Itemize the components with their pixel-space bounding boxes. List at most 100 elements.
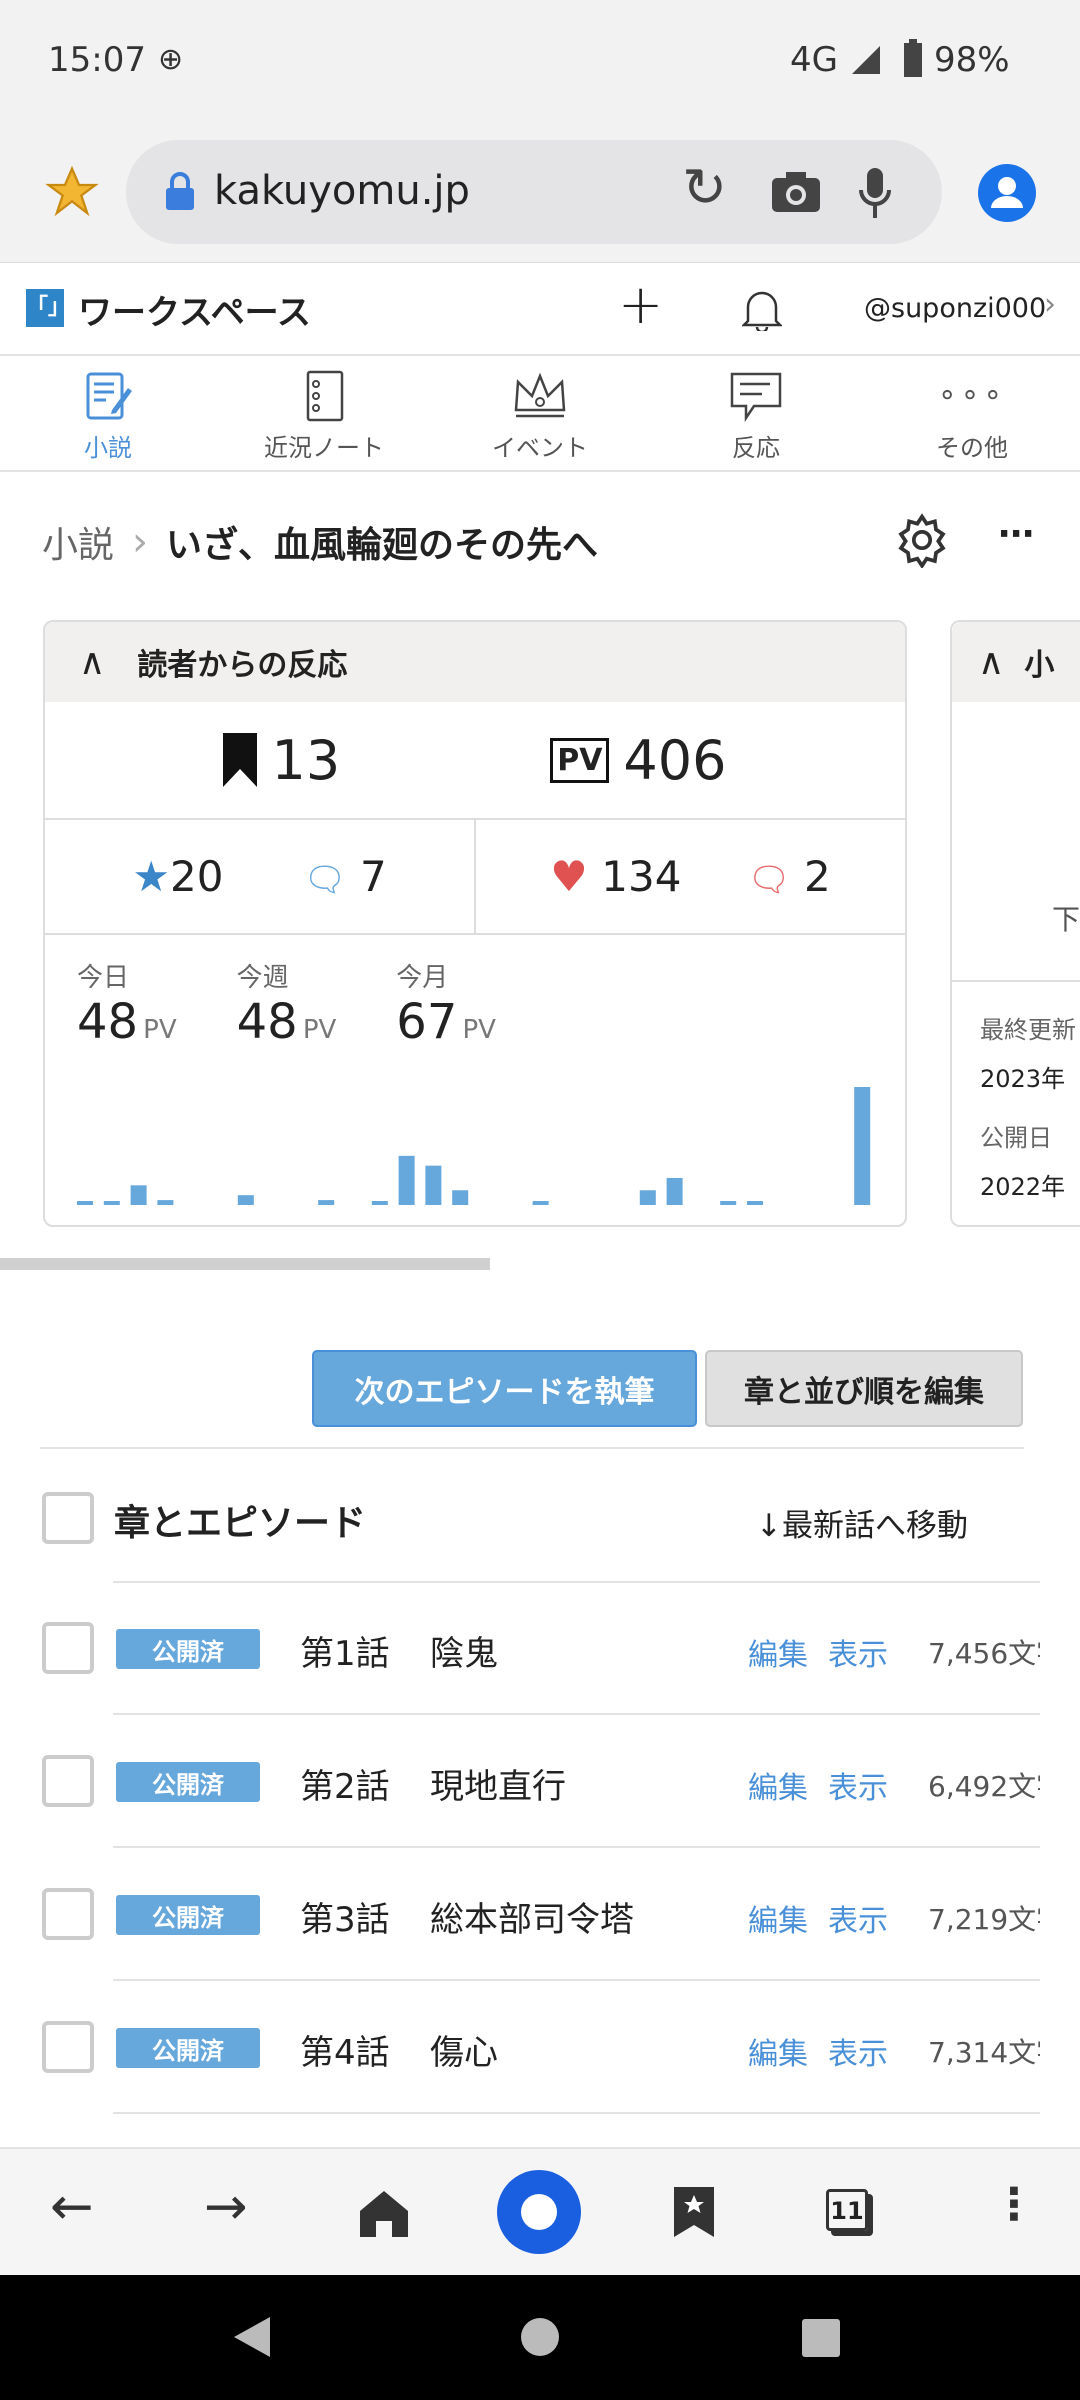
kakuyomu-logo[interactable]: 「」 — [26, 289, 70, 327]
episode-checkbox[interactable] — [42, 1888, 94, 1940]
pv-bar — [854, 1087, 871, 1205]
pv-bar — [318, 1200, 335, 1205]
add-icon[interactable]: + — [618, 273, 664, 336]
reload-icon[interactable]: ↻ — [682, 156, 728, 219]
nav-notes[interactable]: 近況ノート — [216, 356, 432, 470]
system-nav-bar — [0, 2275, 1080, 2400]
episode-checkbox[interactable] — [42, 1622, 94, 1674]
nav-more[interactable]: ∘∘∘ その他 — [864, 356, 1080, 470]
episode-title[interactable]: 現地直行 — [430, 1767, 566, 1807]
system-recents-icon[interactable] — [802, 2319, 840, 2357]
view-link[interactable]: 表示 — [828, 1904, 888, 1939]
microphone-icon[interactable] — [858, 166, 892, 220]
edit-link[interactable]: 編集 — [748, 2037, 808, 2072]
menu-icon[interactable]: ⋮ — [992, 2179, 1036, 2230]
username-link[interactable]: @suponzi000 — [864, 293, 1047, 324]
status-badge: 公開済 — [116, 2028, 260, 2068]
system-back-icon[interactable] — [232, 2315, 272, 2359]
write-next-episode-button[interactable]: 次のエピソードを執筆 — [312, 1350, 697, 1427]
episode-row[interactable]: 公開済 第3話 総本部司令塔 編集 表示 7,219文字 — [0, 1848, 1080, 1981]
episode-number[interactable]: 第1話 — [300, 1634, 390, 1674]
select-all-checkbox[interactable] — [42, 1492, 94, 1544]
episode-row[interactable]: 公開済 第4話 傷心 編集 表示 7,314文字 — [0, 1981, 1080, 2114]
reactions-card: ∧ 読者からの反応 13 PV 406 ★20 🗨 7 ♥ 134 🗨 2 今日 48… — [43, 620, 907, 1227]
episode-number[interactable]: 第2話 — [300, 1767, 390, 1807]
tabs-count-button[interactable]: 11 — [826, 2189, 868, 2231]
view-link[interactable]: 表示 — [828, 1771, 888, 1806]
bookmarks-icon[interactable] — [674, 2187, 714, 2237]
jump-to-latest-link[interactable]: ↓最新話へ移動 — [756, 1508, 968, 1544]
address-bar[interactable]: kakuyomu.jp ↻ — [126, 140, 942, 244]
heart-count: ♥ 134 — [550, 852, 682, 901]
edit-chapter-order-button[interactable]: 章と並び順を編集 — [705, 1350, 1023, 1427]
breadcrumb: 小説 › いざ、血風輪廻のその先へ — [42, 516, 598, 568]
divider — [40, 1447, 1024, 1449]
horizontal-scrollbar[interactable] — [0, 1258, 490, 1270]
reactions-card-header[interactable]: ∧ 読者からの反応 — [45, 622, 905, 702]
nav-events[interactable]: イベント — [432, 356, 648, 470]
url-text[interactable]: kakuyomu.jp — [214, 168, 470, 214]
episode-row[interactable]: 公開済 第2話 現地直行 編集 表示 6,492文字 — [0, 1715, 1080, 1848]
pv-bar — [103, 1201, 120, 1205]
episode-title[interactable]: 陰鬼 — [430, 1634, 498, 1674]
nav-label: 小説 — [84, 434, 132, 462]
forward-icon[interactable]: → — [204, 2177, 248, 2237]
episode-title[interactable]: 傷心 — [430, 2033, 498, 2073]
breadcrumb-root[interactable]: 小説 — [42, 525, 115, 566]
assistant-button-icon[interactable] — [496, 2169, 582, 2255]
episode-number[interactable]: 第4話 — [300, 2033, 390, 2073]
home-icon[interactable] — [358, 2189, 410, 2237]
workspace-title[interactable]: ワークスペース — [78, 293, 311, 333]
nav-novels[interactable]: 小説 — [0, 356, 216, 470]
bookmark-star-icon[interactable] — [44, 164, 100, 220]
status-bar: 15:07 ⊕ 4G 98% — [0, 0, 1080, 120]
back-icon[interactable]: ← — [50, 2177, 94, 2237]
pv-today: 今日 48 PV — [77, 963, 177, 1050]
pv-bar — [157, 1200, 174, 1205]
bell-icon[interactable] — [742, 287, 782, 331]
pv-icon: PV — [550, 737, 610, 783]
pv-week: 今週 48 PV — [236, 963, 337, 1050]
nav-label: イベント — [492, 434, 588, 462]
view-link[interactable]: 表示 — [828, 2037, 888, 2072]
divider — [113, 1979, 1040, 1981]
episode-row[interactable]: 公開済 第1話 陰鬼 編集 表示 7,456文字 — [0, 1582, 1080, 1715]
episodes-heading: 章とエピソード — [114, 1503, 367, 1544]
comment-icon: 🗨 — [747, 860, 791, 900]
gear-icon[interactable] — [894, 512, 950, 568]
episode-checkbox[interactable] — [42, 2021, 94, 2073]
pv-bar — [371, 1201, 388, 1205]
profile-avatar-icon[interactable] — [978, 164, 1036, 222]
pv-bar — [130, 1185, 147, 1205]
status-badge: 公開済 — [116, 1762, 260, 1802]
workspace-nav: 小説 近況ノート イベント 反応 ∘∘∘ その他 — [0, 356, 1080, 472]
vpn-globe-icon: ⊕ — [158, 42, 184, 77]
char-count: 7,314文字 — [928, 2036, 1040, 2069]
camera-icon[interactable] — [770, 170, 822, 214]
more-menu-icon[interactable]: ⋯ — [998, 514, 1036, 555]
edit-link[interactable]: 編集 — [748, 1771, 808, 1806]
episode-number[interactable]: 第3話 — [300, 1900, 390, 1940]
char-count: 7,456文字 — [928, 1637, 1040, 1670]
battery-level: 98% — [934, 40, 1010, 80]
status-badge: 公開済 — [116, 1895, 260, 1935]
episode-title[interactable]: 総本部司令塔 — [430, 1900, 634, 1940]
system-home-icon[interactable] — [520, 2317, 560, 2357]
daily-pv-chart — [77, 1087, 871, 1205]
chevron-up-icon[interactable]: ∧ — [978, 641, 1005, 683]
char-count: 6,492文字 — [928, 1770, 1040, 1803]
nav-label: 近況ノート — [264, 434, 384, 462]
nav-reactions[interactable]: 反応 — [648, 356, 864, 470]
edit-link[interactable]: 編集 — [748, 1904, 808, 1939]
page-title: いざ、血風輪廻のその先へ — [166, 525, 599, 566]
crown-icon — [514, 372, 566, 418]
more-icon: ∘∘∘ — [937, 377, 1007, 412]
pv-bar — [747, 1201, 763, 1205]
review-count: 🗨 7 — [303, 852, 387, 901]
edit-link[interactable]: 編集 — [748, 1638, 808, 1673]
view-link[interactable]: 表示 — [828, 1638, 888, 1673]
heart-icon: ♥ — [550, 852, 588, 901]
browser-bottom-bar: ← → 11 ⋮ — [0, 2147, 1080, 2275]
episode-checkbox[interactable] — [42, 1755, 94, 1807]
nav-label: 反応 — [732, 434, 780, 462]
